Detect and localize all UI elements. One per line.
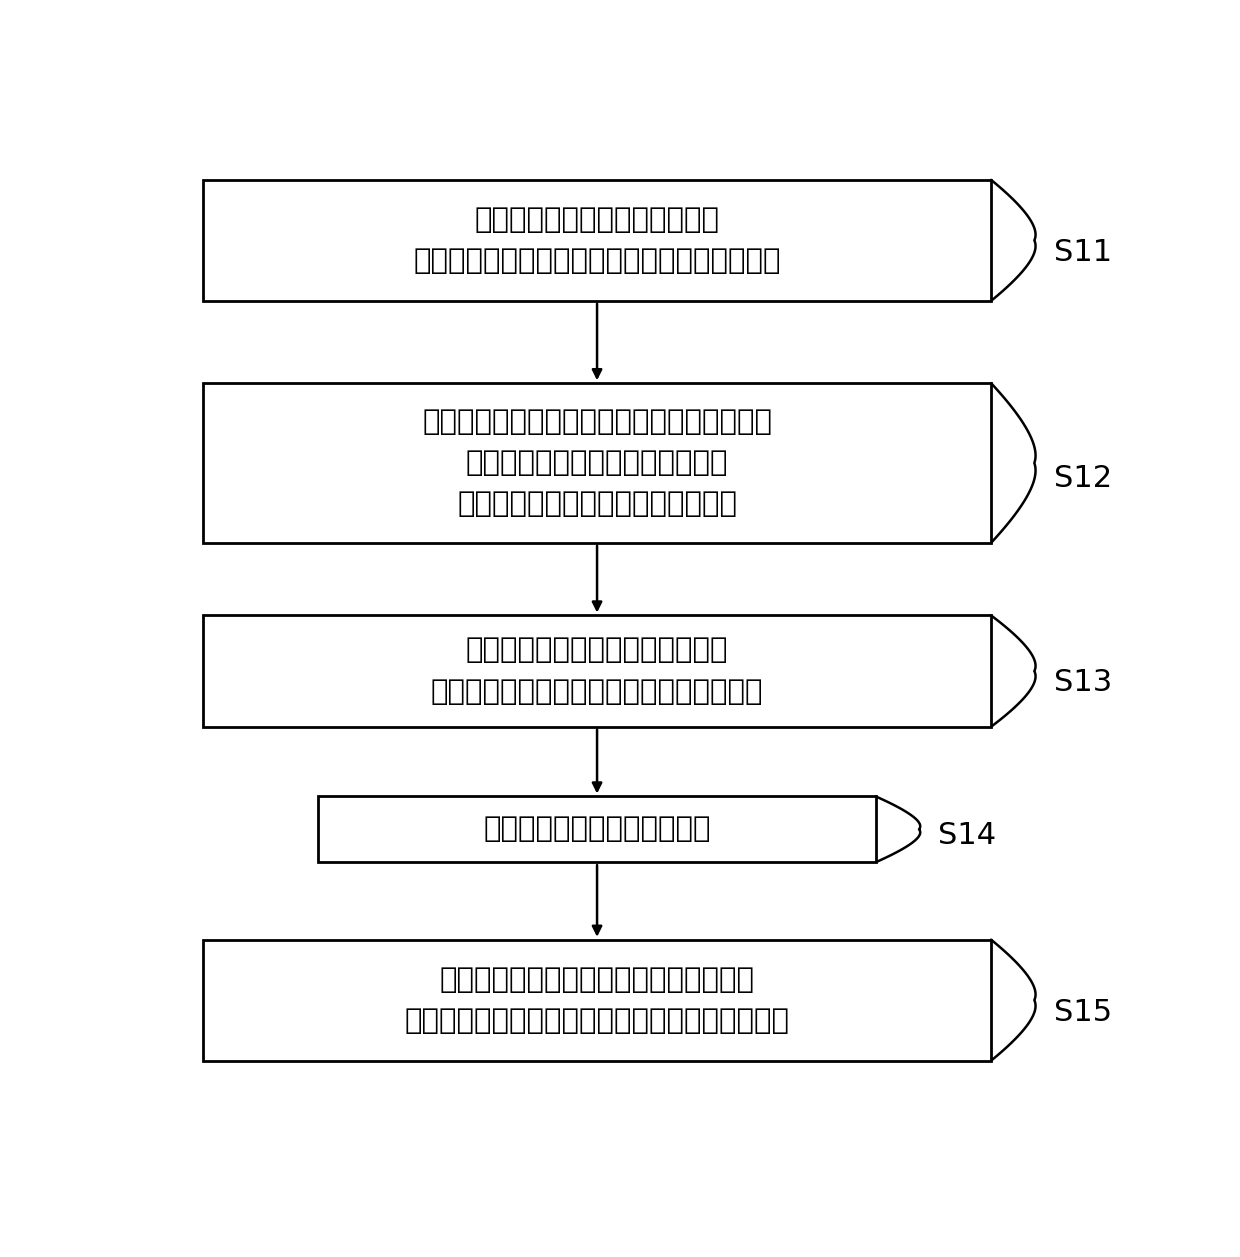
FancyBboxPatch shape	[203, 383, 991, 543]
FancyBboxPatch shape	[203, 616, 991, 727]
Text: S13: S13	[1054, 667, 1112, 696]
Text: 在所述矩形槽及所述介质层上形成微透镜
阵列，所述微透镜阵列的单元对应所述每个矩形槽: 在所述矩形槽及所述介质层上形成微透镜 阵列，所述微透镜阵列的单元对应所述每个矩形…	[404, 965, 790, 1035]
Text: 在所述介质层内形成多个矩形槽，
所述每个矩形槽对应所述光接收阵列的单元: 在所述介质层内形成多个矩形槽， 所述每个矩形槽对应所述光接收阵列的单元	[430, 636, 764, 705]
Text: 提供半导体衬底，在所述半导体
衬底内形成多个作为光电转换装置的光接收阵列: 提供半导体衬底，在所述半导体 衬底内形成多个作为光电转换装置的光接收阵列	[413, 206, 781, 275]
FancyBboxPatch shape	[203, 180, 991, 300]
FancyBboxPatch shape	[203, 940, 991, 1061]
FancyBboxPatch shape	[319, 797, 875, 862]
Text: 在所述矩形槽内填入滤色材料: 在所述矩形槽内填入滤色材料	[484, 816, 711, 843]
Text: 在所述半导体衬底的表面形成金属互连结构，
所述金属互连结构包括金属互连线
及填充于所述金属互连线间的介质层: 在所述半导体衬底的表面形成金属互连结构， 所述金属互连结构包括金属互连线 及填充…	[422, 407, 773, 518]
Text: S14: S14	[939, 821, 997, 851]
Text: S12: S12	[1054, 464, 1112, 494]
Text: S11: S11	[1054, 238, 1112, 266]
Text: S15: S15	[1054, 998, 1112, 1027]
